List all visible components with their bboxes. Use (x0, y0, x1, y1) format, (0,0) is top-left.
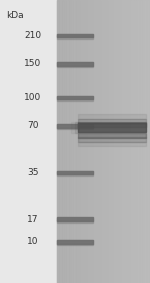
Bar (120, 0, 122, 283)
Bar (113, 0, 115, 283)
Bar (57, 171, 93, 173)
Text: 70: 70 (27, 121, 39, 130)
Bar (57, 0, 150, 283)
Bar (80, 0, 82, 283)
Bar (78, 123, 146, 132)
Bar (143, 0, 145, 283)
Bar (57, 96, 93, 98)
Bar (85, 0, 87, 283)
Bar (136, 0, 138, 283)
Bar (115, 0, 117, 283)
Bar (57, 33, 93, 37)
Bar (64, 0, 66, 283)
Bar (73, 0, 76, 283)
Bar (94, 0, 97, 283)
Bar (117, 0, 120, 283)
Bar (122, 0, 124, 283)
Bar (57, 125, 93, 126)
Bar (78, 123, 146, 127)
Bar (57, 0, 59, 283)
Text: 210: 210 (24, 31, 42, 40)
Bar (124, 0, 127, 283)
Bar (99, 0, 101, 283)
Bar (59, 0, 62, 283)
Bar (108, 0, 110, 283)
Bar (57, 96, 93, 99)
Bar (141, 0, 143, 283)
Bar (57, 220, 93, 223)
Bar (78, 133, 146, 138)
Bar (127, 0, 129, 283)
Bar (90, 0, 92, 283)
Bar (78, 0, 80, 283)
Text: 150: 150 (24, 59, 42, 68)
Bar (131, 0, 134, 283)
Bar (97, 0, 99, 283)
Bar (138, 0, 141, 283)
Text: 10: 10 (27, 237, 39, 246)
Bar (57, 241, 93, 242)
Bar (78, 137, 146, 142)
Bar (87, 0, 90, 283)
Bar (71, 123, 78, 133)
Bar (106, 0, 108, 283)
Bar (57, 34, 93, 36)
Bar (57, 171, 93, 174)
Bar (103, 0, 106, 283)
Bar (62, 0, 64, 283)
Bar (57, 218, 93, 220)
Bar (78, 142, 146, 146)
Bar (57, 99, 93, 101)
Text: kDa: kDa (6, 11, 24, 20)
Bar (57, 174, 93, 176)
Bar (57, 62, 93, 65)
Bar (66, 0, 69, 283)
Bar (76, 0, 78, 283)
Bar (92, 0, 94, 283)
Bar (78, 119, 146, 123)
Bar (57, 243, 93, 245)
Bar (145, 0, 148, 283)
Bar (57, 65, 93, 67)
Text: 17: 17 (27, 215, 39, 224)
Bar (69, 0, 71, 283)
Bar (110, 0, 113, 283)
Bar (57, 240, 93, 244)
Bar (83, 0, 85, 283)
Bar (78, 114, 146, 119)
Bar (101, 0, 104, 283)
Bar (57, 217, 93, 221)
Text: 100: 100 (24, 93, 42, 102)
Bar (134, 0, 136, 283)
Bar (57, 37, 93, 39)
Text: 35: 35 (27, 168, 39, 177)
Bar (57, 127, 93, 129)
Bar (75, 123, 78, 133)
Bar (148, 0, 150, 283)
Bar (57, 62, 93, 64)
Bar (129, 0, 131, 283)
Bar (71, 0, 73, 283)
Bar (57, 124, 93, 128)
